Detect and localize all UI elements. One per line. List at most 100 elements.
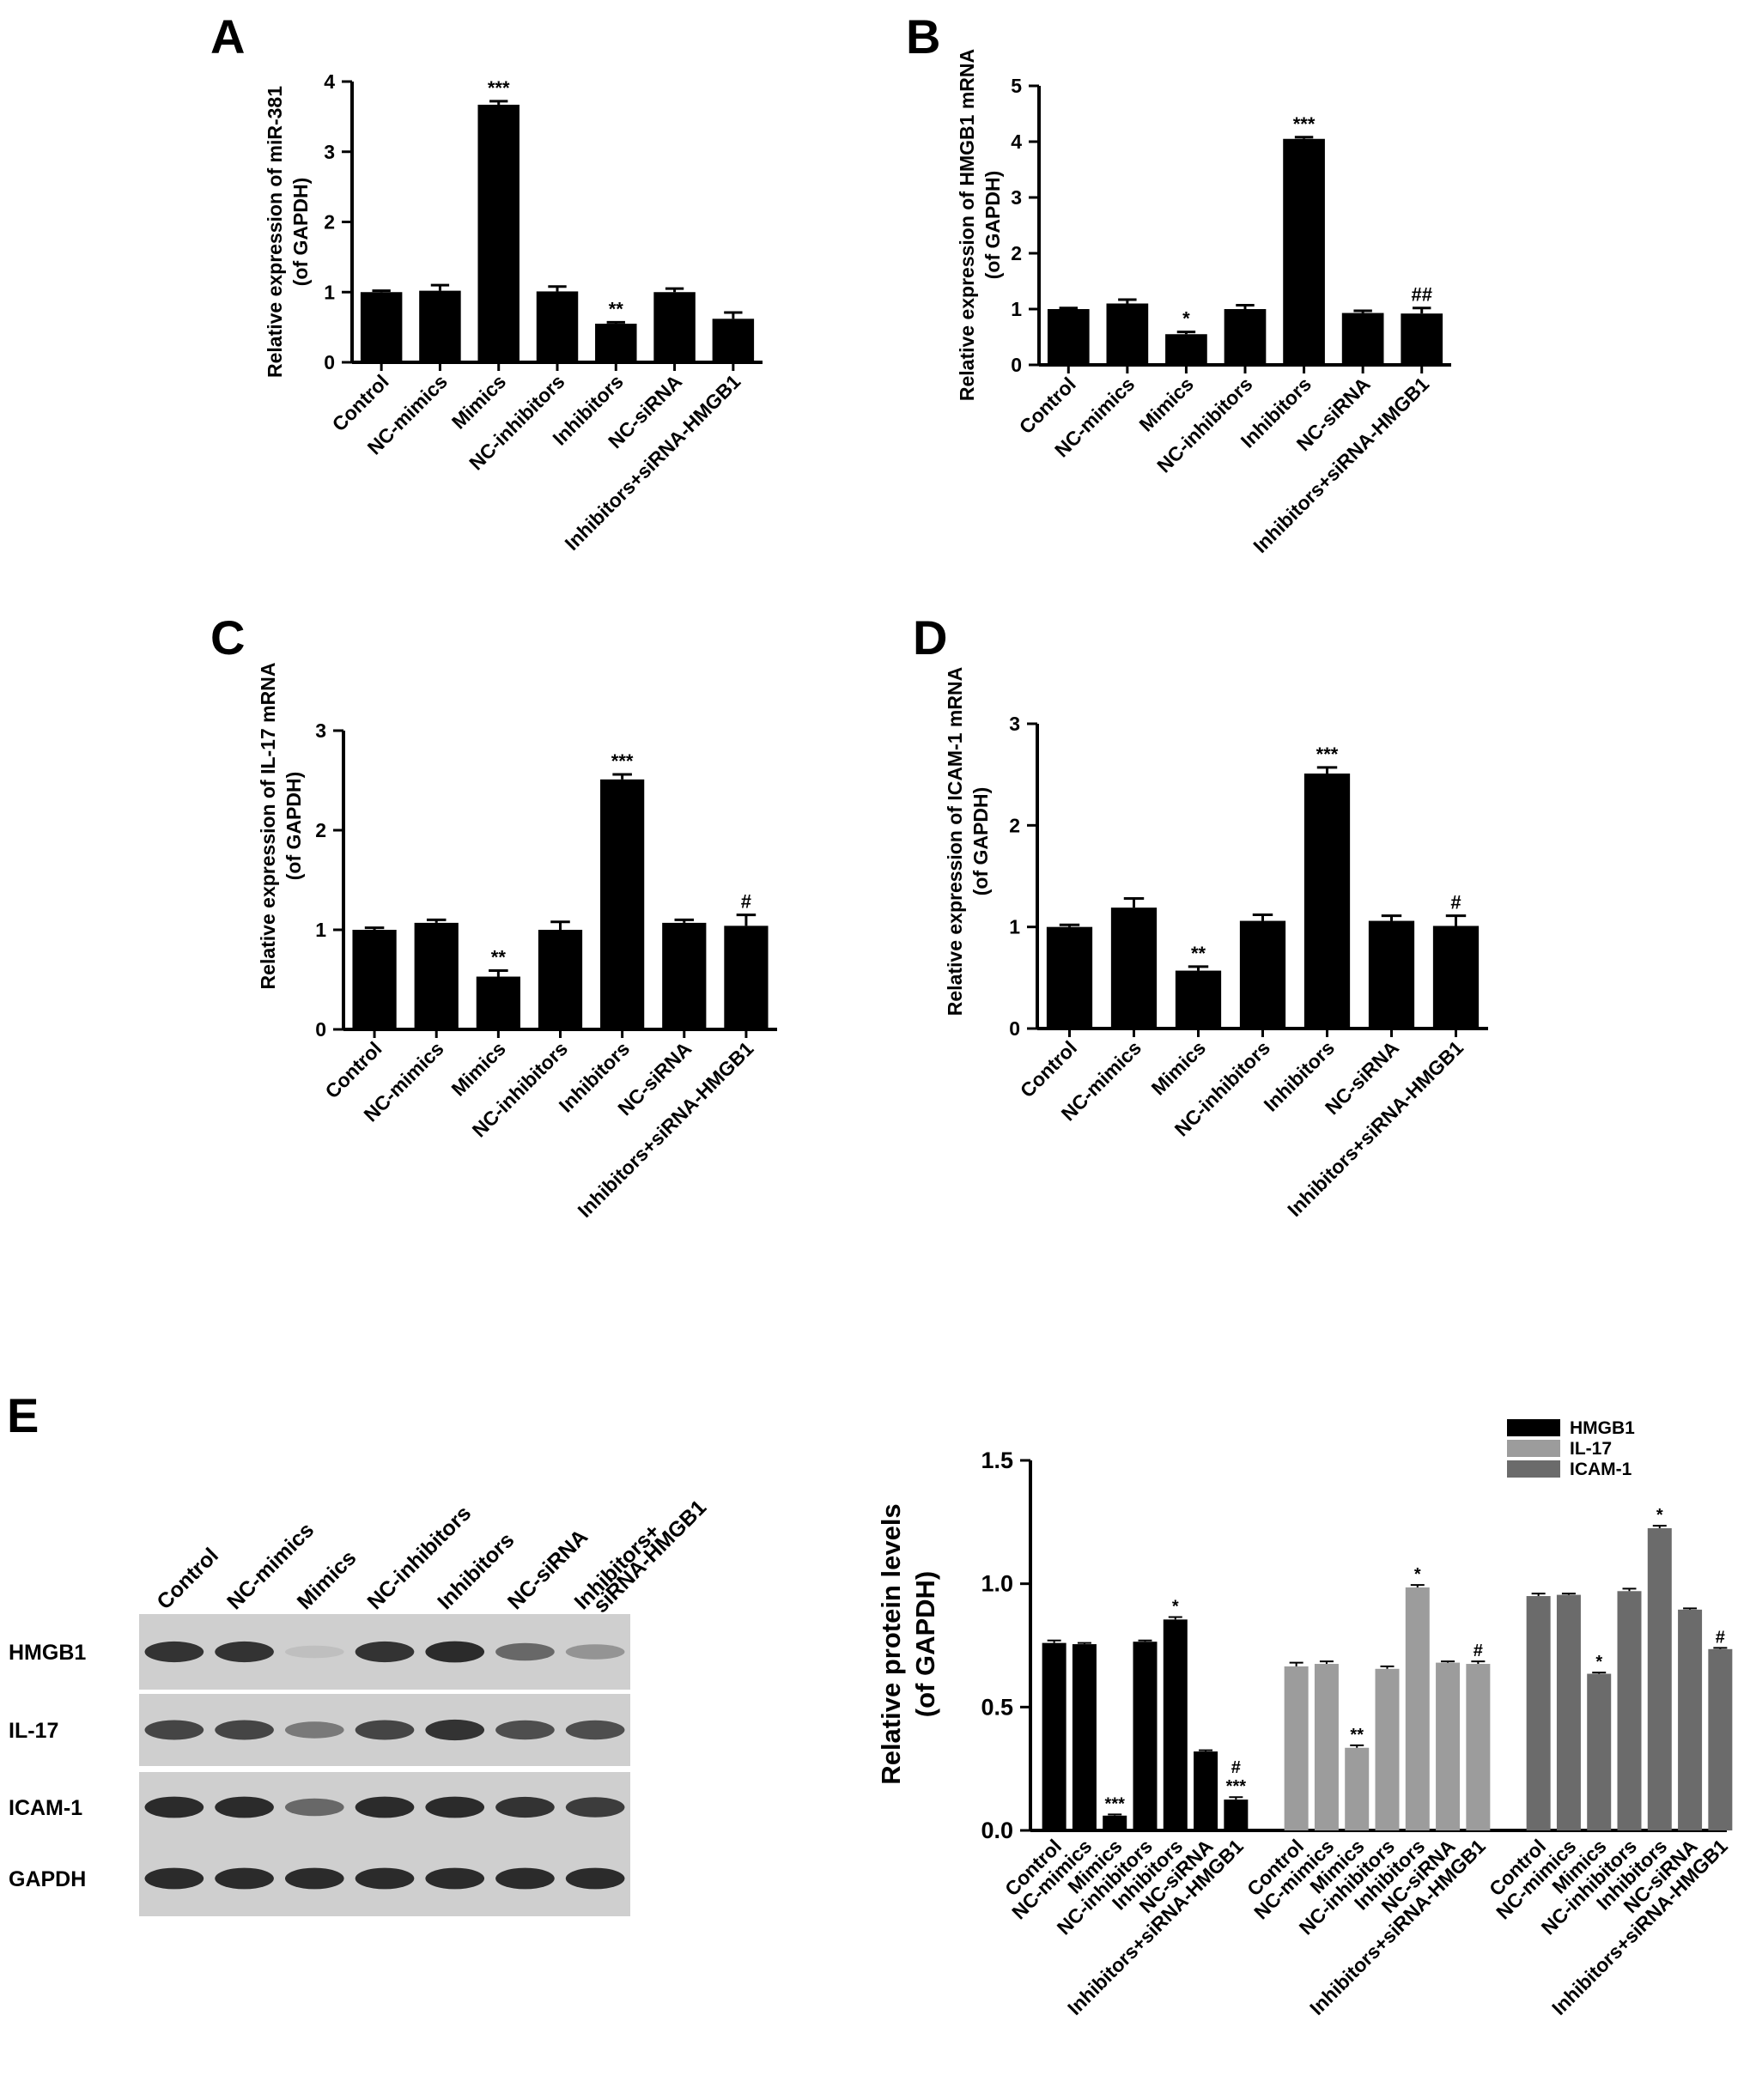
- panel-a-significance-2: ***: [488, 77, 510, 99]
- blot-band-hmgb1-0: [144, 1641, 204, 1663]
- panel-c-ylabel-line2: (of GAPDH): [283, 772, 305, 880]
- panel-e-significance-icam-1-6-0: #: [1716, 1628, 1725, 1647]
- panel-e-bar-icam-1-5: [1678, 1609, 1703, 1830]
- panel-a-ylabel: Relative expression of miR-381 (of GAPDH…: [264, 86, 312, 378]
- panel-e-legend-swatch-icam-1: [1507, 1460, 1560, 1478]
- panel-a-bar-1: [419, 290, 461, 362]
- panel-d-bar-4: [1303, 773, 1351, 1029]
- panel-letter-a: A: [210, 9, 245, 64]
- panel-e-legend-label-hmgb1: HMGB1: [1570, 1418, 1635, 1438]
- blot-band-hmgb1-5: [495, 1642, 555, 1661]
- panel-a-ytick-label-1: 1: [324, 281, 335, 303]
- panel-letter-b: B: [906, 9, 940, 64]
- blot-lane-label-6-b: siRNA-HMGB1: [589, 1496, 712, 1618]
- panel-d-ytick-label-2: 2: [1009, 814, 1020, 836]
- panel-e-bar-hmgb1-3: [1133, 1642, 1158, 1830]
- panel-c-ytick-label-3: 3: [315, 719, 326, 742]
- panel-e-bar-icam-1-3: [1617, 1591, 1642, 1830]
- blot-band-icam-1-2: [284, 1798, 344, 1817]
- panel-d-significance-2: **: [1191, 943, 1206, 964]
- panel-e-bar-il-17-2: [1345, 1747, 1370, 1830]
- blot-row-icam-1: [139, 1772, 630, 1842]
- blot-row-gapdh: [139, 1841, 630, 1916]
- panel-d-significance-4: ***: [1316, 743, 1339, 765]
- panel-e-ylabel: Relative protein levels (of GAPDH): [876, 1503, 940, 1784]
- panel-e-ytick-label-2: 1.0: [981, 1571, 1013, 1597]
- panel-d-bar-5: [1368, 920, 1415, 1029]
- panel-e-significance-icam-1-2-0: *: [1595, 1653, 1602, 1672]
- panel-c-bar-4: [600, 779, 645, 1029]
- panel-b-ytick-label-3: 3: [1011, 186, 1022, 209]
- blot-band-icam-1-4: [425, 1796, 485, 1818]
- panel-c-bar-2: [476, 976, 520, 1029]
- panel-a-ytick-label-0: 0: [324, 351, 335, 373]
- blot-band-hmgb1-3: [355, 1641, 415, 1663]
- chart-panel-d: 0123ControlNC-mimics**MimicsNC-inhibitor…: [1009, 713, 1488, 1221]
- panel-e-significance-il-17-6-0: #: [1474, 1642, 1483, 1660]
- panel-c-bar-1: [414, 922, 459, 1029]
- blot-band-il-17-4: [425, 1719, 485, 1741]
- blot-band-il-17-6: [565, 1720, 625, 1740]
- panel-letter-d: D: [913, 610, 947, 665]
- panel-e-bar-il-17-1: [1314, 1664, 1339, 1830]
- blot-band-il-17-2: [284, 1721, 344, 1739]
- blot-band-gapdh-2: [284, 1867, 344, 1890]
- panel-e-bar-il-17-6: [1466, 1664, 1491, 1830]
- panel-d-ylabel-line1: Relative expression of ICAM-1 mRNA: [944, 667, 966, 1016]
- blot-band-icam-1-5: [495, 1796, 555, 1818]
- panel-b-bar-6: [1401, 313, 1443, 365]
- panel-a-bar-2: [477, 104, 520, 362]
- panel-b-ytick-label-5: 5: [1011, 75, 1022, 97]
- panel-d-bar-1: [1110, 907, 1158, 1029]
- panel-d-ytick-label-3: 3: [1009, 713, 1020, 735]
- panel-c-ylabel-line1: Relative expression of IL-17 mRNA: [257, 663, 279, 990]
- panel-a-bar-5: [653, 292, 696, 362]
- blot-row-il-17: [139, 1694, 630, 1766]
- panel-b-significance-6: ##: [1411, 284, 1431, 306]
- panel-e-legend-swatch-hmgb1: [1507, 1419, 1560, 1436]
- panel-a-bar-3: [536, 291, 579, 362]
- panel-c-bar-3: [538, 930, 583, 1029]
- blot-band-icam-1-1: [215, 1796, 274, 1818]
- blot-band-gapdh-5: [495, 1867, 555, 1890]
- panel-a-bar-4: [595, 324, 637, 362]
- blot-row-label-icam-1: ICAM-1: [9, 1796, 82, 1820]
- panel-b-bar-2: [1165, 334, 1207, 365]
- panel-b-bar-0: [1047, 309, 1090, 365]
- panel-b-ylabel: Relative expression of HMGB1 mRNA (of GA…: [956, 49, 1004, 401]
- panel-c-ytick-label-2: 2: [315, 819, 326, 841]
- panel-e-legend-label-icam-1: ICAM-1: [1570, 1460, 1632, 1479]
- panel-e-bar-il-17-3: [1375, 1668, 1400, 1830]
- panel-d-xtick-label-2: Mimics: [1147, 1036, 1211, 1100]
- panel-d-bar-3: [1239, 920, 1286, 1029]
- panel-a-ytick-label-2: 2: [324, 211, 335, 234]
- panel-d-bar-6: [1432, 926, 1480, 1029]
- blot-band-hmgb1-6: [565, 1644, 625, 1660]
- blot-band-gapdh-0: [144, 1867, 204, 1890]
- chart-panel-a: 01234ControlNC-mimics***MimicsNC-inhibit…: [324, 70, 763, 555]
- panel-e-significance-il-17-2-0: **: [1350, 1726, 1364, 1745]
- blot-band-gapdh-1: [215, 1867, 274, 1890]
- panel-e-ytick-label-0: 0.0: [981, 1818, 1013, 1843]
- chart-panel-e: 0.0 0.5 1.0 1.5 Relative protein levels (of G…: [876, 1418, 1733, 2019]
- blot-row-label-gapdh: GAPDH: [9, 1867, 86, 1891]
- panel-b-ylabel-line1: Relative expression of HMGB1 mRNA: [956, 49, 978, 401]
- panel-b-ytick-label-0: 0: [1011, 354, 1022, 376]
- panel-a-significance-4: **: [609, 298, 624, 319]
- panel-d-bar-0: [1046, 926, 1093, 1029]
- panel-a-ytick-label-4: 4: [324, 70, 335, 93]
- blot-band-il-17-0: [144, 1720, 204, 1740]
- blot-band-gapdh-6: [565, 1867, 625, 1890]
- blot-lane-label-2: Mimics: [293, 1546, 362, 1615]
- panel-e-bar-hmgb1-1: [1072, 1644, 1097, 1830]
- panel-e-bar-hmgb1-4: [1163, 1619, 1188, 1830]
- blot-band-hmgb1-2: [284, 1645, 344, 1659]
- panel-a-bar-0: [360, 292, 403, 362]
- blot-row-hmgb1: [139, 1614, 630, 1690]
- panel-c-bar-0: [352, 930, 397, 1029]
- panel-b-significance-4: ***: [1293, 113, 1316, 135]
- panel-c-ylabel: Relative expression of IL-17 mRNA (of GA…: [257, 663, 305, 990]
- blot-band-il-17-5: [495, 1720, 555, 1740]
